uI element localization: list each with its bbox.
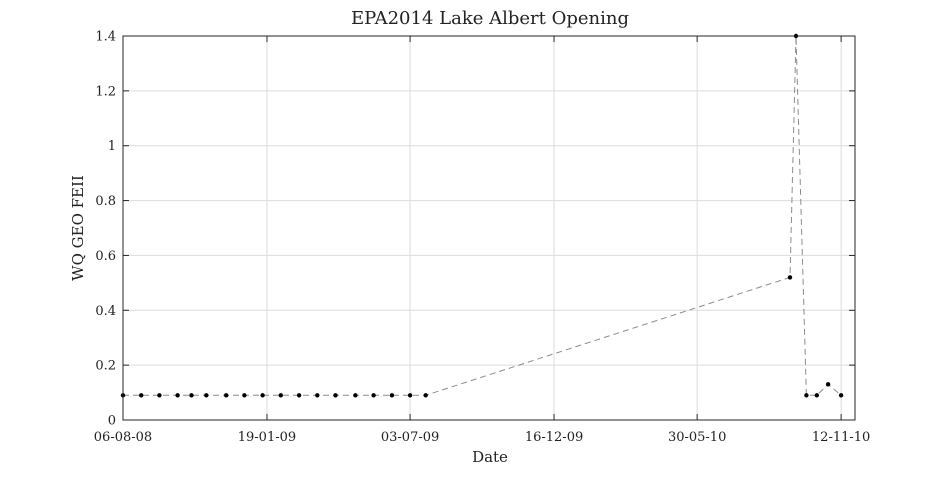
- data-point: [157, 393, 162, 398]
- y-tick-label: 1.2: [95, 84, 116, 99]
- data-point: [371, 393, 376, 398]
- x-tick-label: 30-05-10: [668, 430, 726, 445]
- data-point: [353, 393, 358, 398]
- data-point: [814, 393, 819, 398]
- data-point: [175, 393, 180, 398]
- data-point: [242, 393, 247, 398]
- x-tick-label: 12-11-10: [812, 430, 870, 445]
- y-tick-label: 0: [108, 414, 116, 429]
- x-axis-title: Date: [472, 448, 508, 466]
- plot-frame: [122, 35, 856, 421]
- y-tick-label: 0.8: [95, 194, 116, 209]
- axes: 06-08-08 19-01-09 03-07-09 16-12-09 30-05-10…: [94, 30, 871, 446]
- series-line: [123, 35, 842, 396]
- y-axis-title: WQ GEO FEII: [69, 175, 87, 281]
- data-point: [278, 393, 283, 398]
- data-point: [224, 393, 229, 398]
- y-tick-label: 1.4: [95, 30, 116, 45]
- data-point: [260, 393, 265, 398]
- data-point: [315, 393, 320, 398]
- data-point: [296, 393, 302, 398]
- chart-title: EPA2014 Lake Albert Opening: [351, 8, 629, 29]
- data-point: [139, 393, 144, 398]
- data-point: [825, 382, 831, 387]
- y-tick-label: 0.6: [95, 249, 116, 264]
- data-point: [333, 393, 338, 398]
- data-point: [389, 393, 395, 398]
- data-point: [423, 393, 428, 398]
- y-tick-label: 0.4: [95, 304, 116, 319]
- x-tick-label: 03-07-09: [381, 430, 439, 445]
- x-tick-label: 19-01-09: [238, 430, 296, 445]
- x-tick-label: 16-12-09: [525, 430, 583, 445]
- data-point: [804, 393, 809, 398]
- x-tick-label: 06-08-08: [94, 430, 152, 445]
- data-point: [407, 393, 413, 398]
- data-point: [189, 393, 194, 398]
- y-tick-label: 1: [108, 139, 116, 154]
- data-layer: [120, 33, 844, 398]
- grid: [122, 35, 855, 421]
- y-tick-label: 0.2: [95, 359, 116, 374]
- data-point: [787, 275, 793, 280]
- data-point: [204, 393, 209, 398]
- data-point: [838, 393, 844, 398]
